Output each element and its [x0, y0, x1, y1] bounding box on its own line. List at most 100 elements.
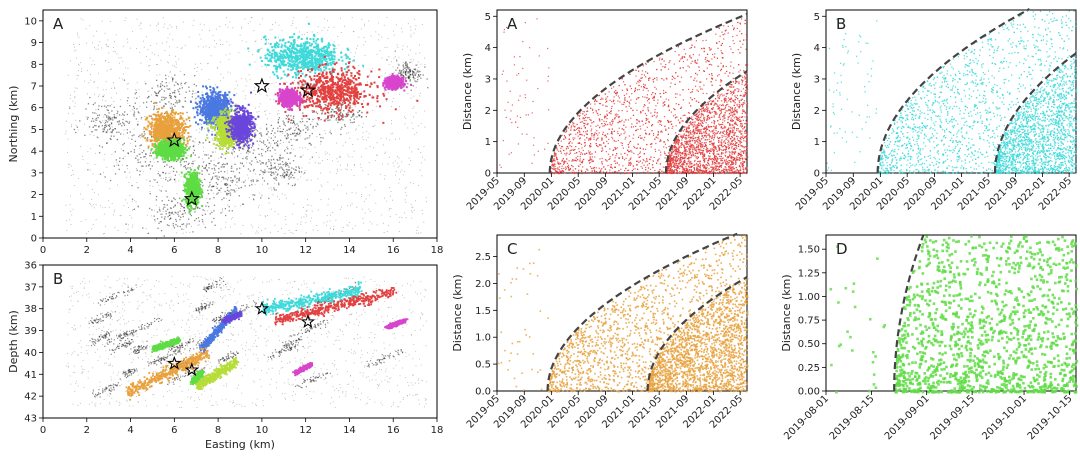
x-tick-label: 2019-09-01 — [883, 393, 932, 442]
x-axis-label: Easting (km) — [205, 438, 275, 451]
mainshock-star-marker — [299, 81, 316, 98]
cluster-magenta — [382, 73, 413, 92]
event-points — [826, 10, 1078, 175]
y-tick-label: 1 — [814, 137, 820, 148]
diffusion-front-curve — [876, 8, 1031, 173]
panel-label: B — [836, 15, 846, 33]
y-tick-label: 40 — [24, 348, 37, 359]
y-tick-label: 6 — [31, 103, 37, 114]
y-tick-label: 2 — [31, 190, 37, 201]
y-tick-label: 3 — [814, 74, 820, 85]
cluster-band-lime — [195, 357, 240, 391]
y-axis-label: Distance (km) — [451, 274, 464, 351]
y-tick-label: 1 — [31, 212, 37, 223]
y-tick-label: 0.5 — [475, 360, 491, 371]
depth-section-panel: 0 2 4 6 8 10 12 14 16 18 36 37 38 39 40 41 42 43 Easting (… — [7, 261, 443, 452]
cluster-band-orange — [125, 347, 211, 401]
y-tick-label: 4 — [485, 43, 491, 54]
y-tick-label: 2 — [814, 106, 820, 117]
x-tick-label: 16 — [387, 245, 400, 256]
x-tick-label: 2 — [84, 425, 90, 436]
y-tick-label: 37 — [24, 282, 37, 293]
y-tick-label: 0 — [814, 169, 820, 180]
y-axis-label: Northing (km) — [7, 86, 20, 163]
cluster-band-green — [189, 370, 205, 386]
y-tick-label: 5 — [485, 12, 491, 23]
y-tick-label: 36 — [24, 261, 37, 272]
y-tick-label: 3 — [31, 168, 37, 179]
x-tick-label: 18 — [431, 245, 444, 256]
y-tick-label: 0 — [485, 169, 491, 180]
diffusion-front-curve — [646, 276, 748, 391]
cluster-band-blue — [198, 306, 239, 354]
distance-time-panel-a-red: 2019-052019-092020-012020-052020-092021-… — [461, 9, 749, 213]
panel-label: A — [53, 15, 64, 33]
y-tick-label: 1.50 — [798, 245, 820, 256]
x-tick-label: 2019-10-01 — [980, 393, 1029, 442]
mainshock-star-marker — [300, 314, 316, 328]
y-tick-label: 43 — [24, 414, 37, 425]
panel-label: C — [507, 240, 517, 258]
diffusion-front-curve — [548, 13, 748, 173]
x-tick-label: 12 — [299, 245, 312, 256]
y-tick-label: 1 — [485, 137, 491, 148]
y-tick-label: 8 — [31, 60, 37, 71]
cluster-band-green — [151, 336, 182, 353]
mainshock-star-marker — [184, 362, 200, 377]
x-tick-label: 12 — [299, 425, 312, 436]
x-tick-label: 2019-09-15 — [928, 393, 977, 442]
y-tick-label: 38 — [24, 304, 37, 315]
y-tick-label: 9 — [31, 38, 37, 49]
y-tick-label: 5 — [31, 125, 37, 136]
y-tick-label: 42 — [24, 392, 37, 403]
x-tick-label: 14 — [343, 245, 356, 256]
x-tick-label: 2019-08-15 — [828, 393, 877, 442]
x-tick-label: 0 — [40, 425, 46, 436]
distance-time-panel-c-orange: 2019-052019-092020-012020-052020-092021-… — [451, 232, 749, 431]
background-seismicity — [65, 275, 427, 408]
cluster-band-cyan — [261, 280, 363, 316]
y-tick-label: 2 — [485, 106, 491, 117]
cluster-band-red — [274, 286, 398, 326]
y-tick-label: 1.00 — [798, 292, 820, 303]
y-axis-label: Distance (km) — [780, 274, 793, 351]
y-tick-label: 1.25 — [798, 268, 820, 279]
cluster-band-purple — [221, 310, 243, 324]
y-axis-label: Distance (km) — [461, 53, 474, 130]
mainshock-star-marker — [183, 190, 200, 206]
x-tick-label: 6 — [171, 245, 177, 256]
y-tick-label: 41 — [24, 370, 37, 381]
mainshock-star-marker — [166, 131, 183, 148]
panel-label: B — [53, 270, 63, 288]
event-points — [498, 235, 749, 393]
diffusion-front-curve — [664, 70, 748, 173]
y-tick-label: 4 — [814, 43, 820, 54]
x-tick-label: 4 — [127, 245, 133, 256]
x-tick-label: 8 — [215, 425, 221, 436]
x-tick-label: 2019-10-15 — [1026, 393, 1075, 442]
y-tick-label: 1.0 — [475, 333, 491, 344]
cluster-band-magenta — [384, 318, 409, 330]
y-tick-label: 1.5 — [475, 306, 491, 317]
cluster-cyan — [247, 22, 365, 87]
cluster-purple — [224, 91, 260, 149]
plot-area — [42, 264, 438, 419]
x-tick-label: 2019-08-01 — [782, 393, 831, 442]
y-tick-label: 4 — [31, 147, 37, 158]
x-tick-label: 16 — [387, 425, 400, 436]
event-points — [829, 235, 1079, 394]
y-tick-label: 0.25 — [798, 363, 820, 374]
x-tick-label: 18 — [431, 425, 444, 436]
y-tick-label: 0.00 — [798, 387, 820, 398]
y-tick-label: 0.50 — [798, 339, 820, 350]
distance-time-panel-b-cyan: 2019-052019-092020-012020-052020-092021-… — [790, 8, 1078, 213]
mainshock-star-marker — [253, 77, 270, 93]
x-tick-label: 0 — [40, 245, 46, 256]
background-seismicity — [64, 16, 429, 240]
y-tick-label: 5 — [814, 12, 820, 23]
panel-label: A — [507, 15, 518, 33]
cluster-band-magenta — [292, 362, 314, 377]
diffusion-front-curve — [893, 234, 925, 391]
